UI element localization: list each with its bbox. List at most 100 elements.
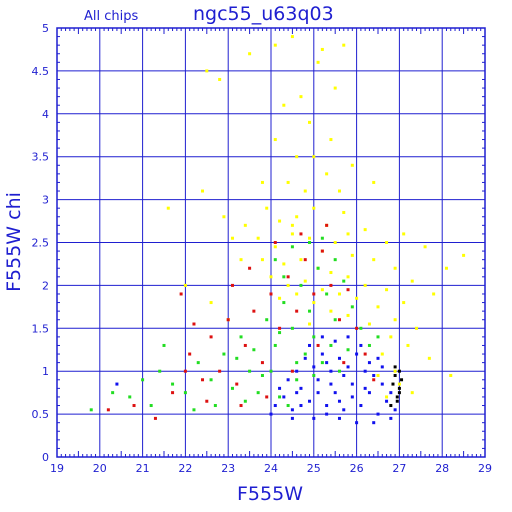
scatter-series <box>89 236 380 412</box>
scatter-point <box>346 232 350 236</box>
y-tick-label: 2.5 <box>32 237 50 250</box>
scatter-point <box>350 382 354 386</box>
scatter-point <box>346 313 350 317</box>
scatter-point <box>286 283 290 287</box>
scatter-point <box>183 369 187 373</box>
scatter-point <box>192 322 196 326</box>
scatter-point <box>295 391 299 395</box>
scatter-point <box>329 382 333 386</box>
scatter-point <box>316 343 320 347</box>
scatter-point <box>303 279 307 283</box>
scatter-point <box>273 245 277 249</box>
y-tick-label: 0 <box>42 451 49 464</box>
scatter-point <box>346 348 350 352</box>
scatter-point <box>226 318 230 322</box>
scatter-point <box>303 352 307 356</box>
y-tick-label: 0.5 <box>32 408 50 421</box>
scatter-point <box>312 155 316 159</box>
scatter-point <box>372 421 376 425</box>
scatter-point <box>286 275 290 279</box>
scatter-point <box>337 399 341 403</box>
scatter-point <box>158 369 162 373</box>
scatter-point <box>260 258 264 262</box>
scatter-point <box>391 382 395 386</box>
scatter-point <box>248 369 252 373</box>
scatter-point <box>248 266 252 270</box>
scatter-point <box>320 236 324 240</box>
scatter-point <box>395 395 399 399</box>
scatter-point <box>406 343 410 347</box>
scatter-point <box>363 283 367 287</box>
scatter-point <box>312 416 316 420</box>
scatter-point <box>265 318 269 322</box>
scatter-point <box>290 326 294 330</box>
scatter-point <box>350 253 354 257</box>
scatter-point <box>149 404 153 408</box>
x-tick-label: 22 <box>178 462 192 475</box>
scatter-point <box>376 373 380 377</box>
scatter-point <box>329 369 333 373</box>
scatter-point <box>337 292 341 296</box>
scatter-point <box>316 391 320 395</box>
scatter-point <box>393 408 397 412</box>
scatter-point <box>316 266 320 270</box>
scatter-point <box>355 296 359 300</box>
scatter-point <box>320 361 324 365</box>
chart-title: ngc55_u63q03 <box>193 3 334 25</box>
scatter-point <box>389 335 393 339</box>
scatter-point <box>342 408 346 412</box>
scatter-point <box>333 318 337 322</box>
scatter-point <box>342 373 346 377</box>
scatter-point <box>363 386 367 390</box>
scatter-point <box>179 292 183 296</box>
scatter-point <box>389 416 393 420</box>
scatter-point <box>376 356 380 360</box>
x-tick-label: 29 <box>478 462 492 475</box>
scatter-point <box>320 352 324 356</box>
scatter-series <box>115 335 397 425</box>
scatter-point <box>218 369 222 373</box>
scatter-point <box>256 236 260 240</box>
scatter-point <box>342 361 346 365</box>
x-axis-title: F555W <box>237 483 303 505</box>
scatter-point <box>355 326 359 330</box>
y-tick-label: 4 <box>42 108 49 121</box>
scatter-point <box>273 404 277 408</box>
scatter-point <box>295 155 299 159</box>
scatter-point <box>397 386 401 390</box>
scatter-point <box>376 412 380 416</box>
scatter-point <box>265 395 269 399</box>
scatter-point <box>106 408 110 412</box>
scatter-point <box>363 352 367 356</box>
scatter-point <box>205 69 209 73</box>
scatter-point <box>222 352 226 356</box>
scatter-point <box>367 361 371 365</box>
scatter-point <box>432 292 436 296</box>
scatter-point <box>380 352 384 356</box>
scatter-point <box>299 232 303 236</box>
scatter-point <box>162 343 166 347</box>
scatter-point <box>333 391 337 395</box>
scatter-point <box>363 228 367 232</box>
scatter-point <box>290 416 294 420</box>
scatter-point <box>449 373 453 377</box>
scatter-point <box>308 241 312 244</box>
scatter-point <box>337 416 341 420</box>
scatter-point <box>359 326 363 330</box>
scatter-point <box>337 318 341 322</box>
scatter-point <box>316 378 320 382</box>
scatter-point <box>230 236 234 240</box>
scatter-point <box>385 288 389 292</box>
scatter-point <box>196 361 200 365</box>
scatter-point <box>337 369 341 373</box>
scatter-point <box>256 391 260 395</box>
scatter-point <box>372 373 376 377</box>
scatter-point <box>132 404 136 408</box>
scatter-point <box>201 378 205 382</box>
scatter-point <box>273 43 277 47</box>
scatter-point <box>372 378 376 382</box>
scatter-point <box>89 408 93 412</box>
scatter-point <box>393 373 397 377</box>
scatter-point <box>346 365 350 369</box>
scatter-point <box>299 258 303 262</box>
